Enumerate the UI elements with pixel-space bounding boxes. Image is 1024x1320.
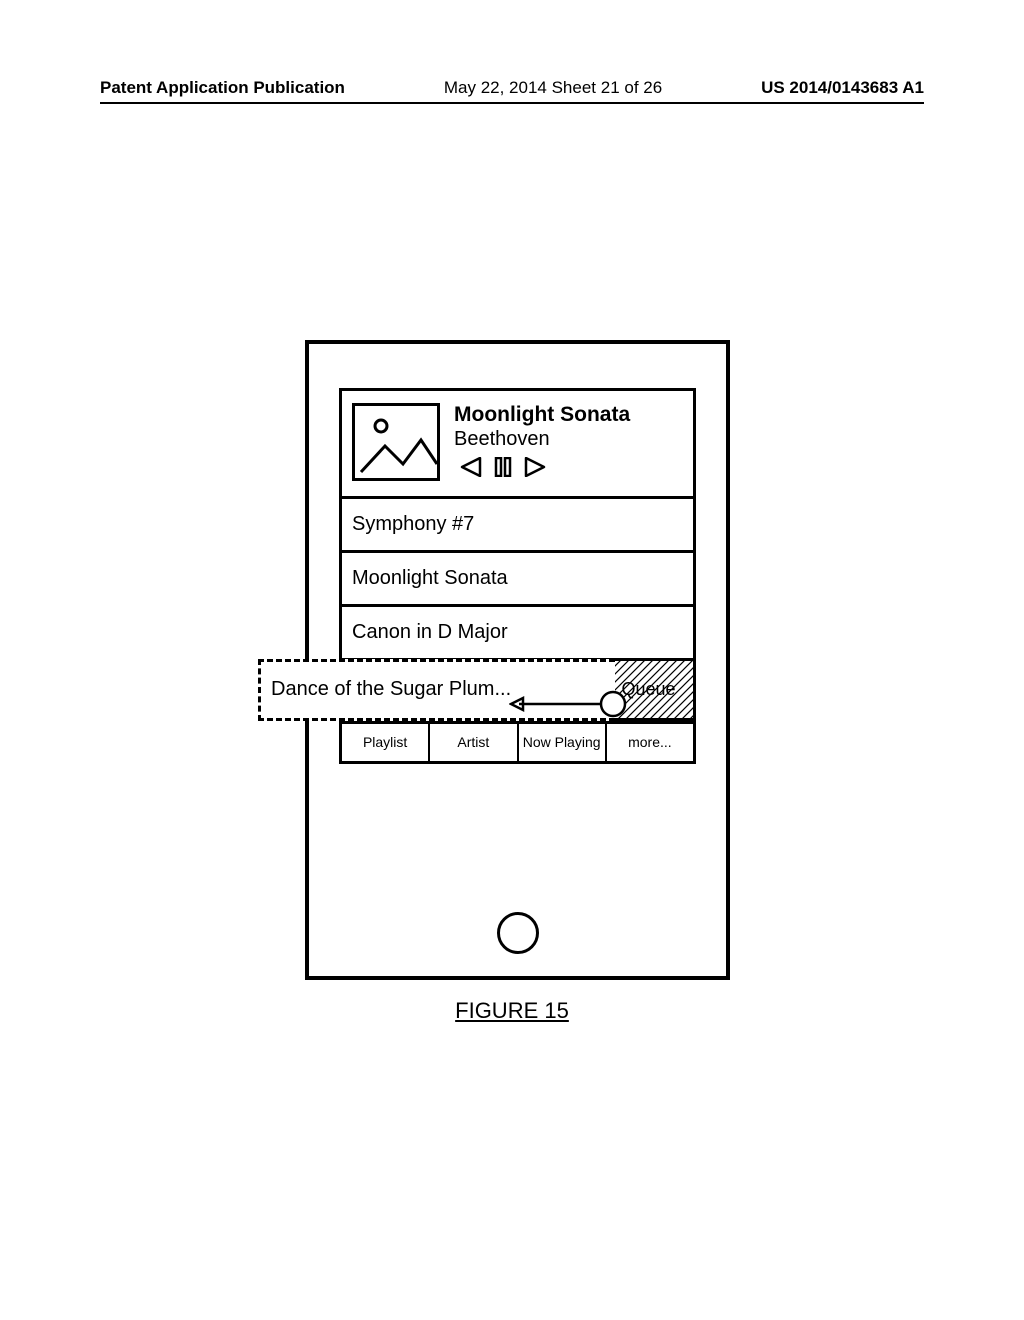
home-button[interactable] xyxy=(497,912,539,954)
prev-icon[interactable] xyxy=(460,457,482,482)
track-row[interactable]: Canon in D Major xyxy=(342,607,693,661)
track-title: Moonlight Sonata xyxy=(454,403,683,426)
now-playing-panel: Moonlight Sonata Beethoven xyxy=(342,391,693,499)
page-header: Patent Application Publication May 22, 2… xyxy=(100,78,924,98)
tab-artist[interactable]: Artist xyxy=(430,724,518,761)
queue-label: Queue xyxy=(621,679,675,700)
swipe-row[interactable]: Dance of the Sugar Plum... Queue xyxy=(342,661,693,721)
header-center: May 22, 2014 Sheet 21 of 26 xyxy=(444,78,662,98)
track-row[interactable]: Moonlight Sonata xyxy=(342,553,693,607)
screen: Moonlight Sonata Beethoven Symphony #7 M… xyxy=(339,388,696,764)
header-rule xyxy=(100,102,924,104)
pause-icon[interactable] xyxy=(494,457,512,482)
tab-now-playing[interactable]: Now Playing xyxy=(519,724,607,761)
header-left: Patent Application Publication xyxy=(100,78,345,98)
figure-label: FIGURE 15 xyxy=(0,998,1024,1024)
device-frame: Moonlight Sonata Beethoven Symphony #7 M… xyxy=(305,340,730,980)
header-right: US 2014/0143683 A1 xyxy=(761,78,924,98)
next-icon[interactable] xyxy=(524,457,546,482)
now-playing-text: Moonlight Sonata Beethoven xyxy=(454,403,683,482)
tab-playlist[interactable]: Playlist xyxy=(342,724,430,761)
track-row[interactable]: Symphony #7 xyxy=(342,499,693,553)
playback-controls xyxy=(460,457,683,482)
tab-bar: Playlist Artist Now Playing more... xyxy=(342,721,693,761)
swipe-gesture-icon xyxy=(509,689,629,724)
album-art-placeholder xyxy=(352,403,440,481)
tab-more[interactable]: more... xyxy=(607,724,693,761)
track-artist: Beethoven xyxy=(454,428,683,451)
